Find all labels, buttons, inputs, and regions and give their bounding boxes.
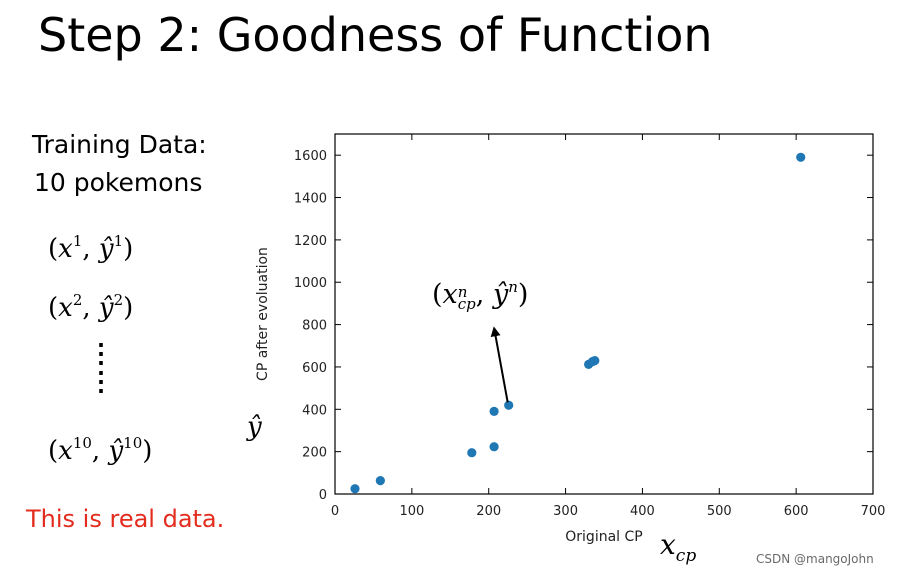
annotation-arrow xyxy=(490,326,509,403)
point-label-sup: n xyxy=(457,283,468,301)
watermark: CSDN @mangoJohn xyxy=(756,552,874,566)
data-pair-10: (x10, ŷ10) xyxy=(48,434,153,466)
y-tick-label: 800 xyxy=(302,319,327,334)
training-data-line1: Training Data: xyxy=(32,130,207,159)
x-cp-main: x xyxy=(660,528,676,561)
data-point xyxy=(489,406,499,417)
training-data-line2: 10 pokemons xyxy=(34,168,203,197)
y-axis-title: CP after evoluation xyxy=(255,247,271,381)
x-cp-label: xcp xyxy=(660,528,696,566)
pair2-xsup: 2 xyxy=(72,291,83,309)
y-tick-label: 400 xyxy=(302,403,327,418)
x-tick-label: 100 xyxy=(399,504,424,519)
pair10-xsup: 10 xyxy=(72,434,92,452)
x-tick-label: 400 xyxy=(630,504,655,519)
y-tick-label: 1600 xyxy=(294,149,327,164)
point-label: (xn cp, ŷn) xyxy=(432,278,529,313)
pair2-ysup: 2 xyxy=(113,291,124,309)
real-data-note: This is real data. xyxy=(26,505,225,533)
plot-frame xyxy=(334,133,874,495)
point-label-sub: cp xyxy=(457,295,476,313)
data-point xyxy=(489,442,499,452)
data-point xyxy=(796,152,806,162)
x-tick-label: 200 xyxy=(476,504,501,519)
x-tick-label: 500 xyxy=(707,504,732,519)
vdots-2: ⋮ xyxy=(88,367,114,397)
y-tick-label: 1400 xyxy=(294,192,327,207)
y-tick-label: 1000 xyxy=(294,276,327,291)
axis-ticks: 0 100 200 300 400 500 600 700 0 200 400 600 800 1000 1… xyxy=(294,134,886,519)
pair2-x: x xyxy=(58,293,73,323)
y-tick-label: 600 xyxy=(302,361,327,376)
pair1-x: x xyxy=(58,234,73,264)
y-tick-label: 1200 xyxy=(294,234,327,249)
pair2-y: ŷ xyxy=(98,293,114,323)
y-tick-label: 200 xyxy=(302,446,327,461)
point-label-x: x xyxy=(442,279,458,310)
data-pair-2: (x2, ŷ2) xyxy=(48,291,134,323)
slide-title: Step 2: Goodness of Function xyxy=(38,8,713,62)
data-point xyxy=(504,400,514,410)
data-point xyxy=(375,476,385,486)
training-data-label: Training Data: 10 pokemons xyxy=(32,126,207,202)
data-points xyxy=(350,152,806,494)
vdots: ⋮ ⋮ xyxy=(88,340,114,396)
x-tick-label: 300 xyxy=(553,504,578,519)
pair10-x: x xyxy=(58,436,73,466)
vdots-1: ⋮ xyxy=(88,339,114,369)
x-tick-label: 700 xyxy=(861,504,886,519)
pair1-y: ŷ xyxy=(98,234,114,264)
x-cp-sub: cp xyxy=(675,546,697,566)
point-label-y: ŷ xyxy=(492,279,509,310)
data-point xyxy=(467,448,477,458)
x-axis-title: Original CP xyxy=(565,529,642,545)
pair1-xsup: 1 xyxy=(72,232,83,250)
pair1-ysup: 1 xyxy=(113,232,124,250)
data-pair-1: (x1, ŷ1) xyxy=(48,232,134,264)
x-tick-label: 0 xyxy=(331,504,339,519)
x-tick-label: 600 xyxy=(784,504,809,519)
pair10-y: ŷ xyxy=(108,436,124,466)
y-tick-label: 0 xyxy=(319,488,327,503)
y-hat-label: ŷ xyxy=(247,412,262,442)
data-point xyxy=(590,355,600,366)
point-label-ysup: n xyxy=(508,278,518,296)
pair10-ysup: 10 xyxy=(123,434,143,452)
data-point xyxy=(350,484,360,494)
